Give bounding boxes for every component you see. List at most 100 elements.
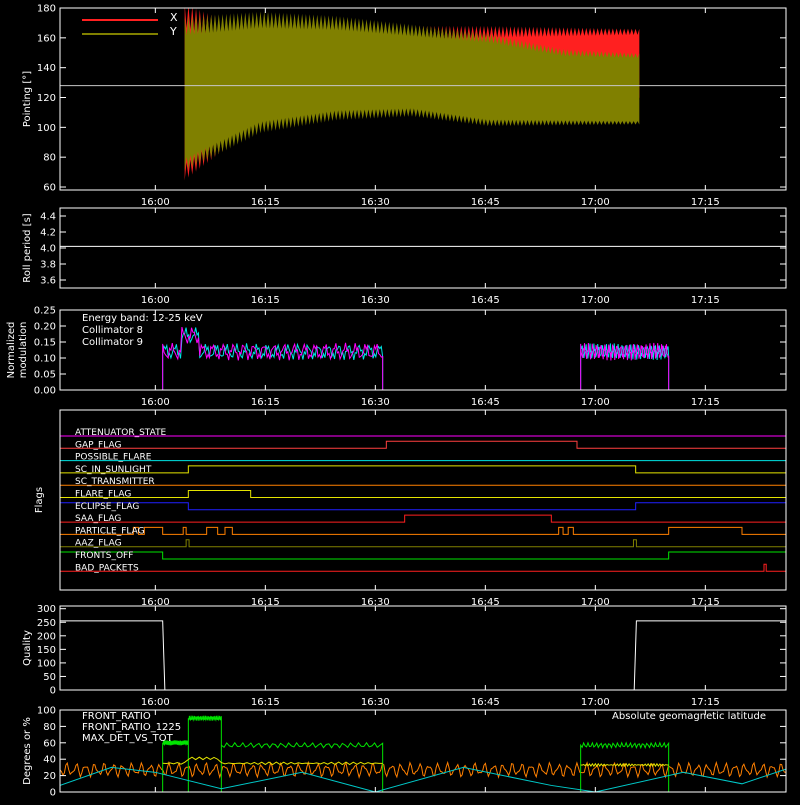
panel-0-xtick-label: 17:15 — [691, 197, 720, 208]
legend-front-ratio: FRONT_RATIO — [82, 711, 151, 722]
panel-2-ytick-label: 0.05 — [34, 370, 56, 381]
panel-0-ytick-label: 180 — [37, 4, 56, 15]
legend-max-det-vs-tot: MAX_DET_VS_TOT — [82, 733, 174, 744]
legend-collimator-8: Collimator 8 — [82, 325, 143, 336]
panel-1-ytick-label: 4.0 — [40, 244, 56, 255]
degrees-plot-area — [60, 715, 786, 792]
modulation-axis-label-line2: modulation — [18, 322, 29, 379]
panel-1-ytick-label: 3.6 — [40, 276, 56, 287]
panel-5-frame — [59, 709, 787, 793]
flag-line-saa-flag — [60, 514, 786, 523]
flag-label-saa-flag: SAA_FLAG — [75, 514, 121, 524]
panel-4-xtick-label: 16:30 — [361, 697, 390, 708]
panel-1-ytick-label: 3.8 — [40, 260, 56, 271]
panel-2-ytick-label: 0.15 — [34, 338, 56, 349]
panel-4-xtick-label: 17:00 — [581, 697, 610, 708]
panel-0-xtick-label: 16:15 — [251, 197, 280, 208]
panel-1-frame — [59, 207, 787, 289]
panel-1-ytick-label: 4.2 — [40, 228, 56, 239]
front-ratio-line — [162, 756, 669, 768]
panel-0-ytick-label: 160 — [37, 33, 56, 44]
panel-4-frame — [59, 605, 787, 691]
panel-4-xtick-label: 16:45 — [471, 697, 500, 708]
degrees-axis-label: Degrees or % — [22, 717, 33, 785]
legend-collimator-9: Collimator 9 — [82, 337, 143, 348]
flag-line-aaz-flag — [60, 539, 786, 548]
max-det-vs-tot-line — [60, 760, 786, 779]
flag-line-flare-flag — [60, 490, 786, 498]
panel-3-xtick-label: 16:45 — [471, 597, 500, 608]
panel-2-xtick-label: 16:45 — [471, 397, 500, 408]
modulation-line-c9 — [60, 326, 786, 390]
flag-label-possible-flare: POSSIBLE_FLARE — [75, 453, 152, 463]
panel-1-xtick-label: 17:00 — [581, 295, 610, 306]
legend-y-text: Y — [169, 25, 177, 38]
panel-3-xtick-label: 16:00 — [141, 597, 170, 608]
panel-4-ytick-label: 200 — [37, 631, 56, 642]
flag-label-gap-flag: GAP_FLAG — [75, 440, 121, 450]
flag-line-bad-packets — [60, 563, 786, 572]
panel-0-ytick-label: 120 — [37, 93, 56, 104]
roll-period-axis-label: Roll period [s] — [22, 213, 33, 282]
front-ratio-1225-line — [60, 715, 786, 792]
panel-4-xtick-label: 17:15 — [691, 697, 720, 708]
pointing-plot-area — [60, 8, 786, 181]
panel-0-ytick-label: 80 — [43, 153, 56, 164]
panel-2-xtick-label: 16:00 — [141, 397, 170, 408]
flag-label-eclipse-flag: ECLIPSE_FLAG — [75, 502, 139, 512]
panel-3-xtick-label: 17:00 — [581, 597, 610, 608]
panel-1-xtick-label: 16:00 — [141, 295, 170, 306]
panel-5-ytick-label: 100 — [37, 706, 56, 717]
panel-1-ytick-label: 4.4 — [40, 212, 56, 223]
flag-line-gap-flag — [60, 440, 786, 449]
flag-line-particle-flag — [60, 526, 786, 535]
flag-line-eclipse-flag — [59, 502, 787, 511]
panel-0-xtick-label: 16:30 — [361, 197, 390, 208]
panel-2-frame — [59, 309, 787, 391]
panel-4-ytick-label: 250 — [37, 618, 56, 629]
panel-0-ytick-label: 100 — [37, 123, 56, 134]
panel-3-xtick-label: 17:15 — [691, 597, 720, 608]
panel-1-xtick-label: 16:15 — [251, 295, 280, 306]
panel-5-ytick-label: 0 — [50, 788, 56, 799]
flag-label-sc-in-sunlight: SC_IN_SUNLIGHT — [75, 465, 152, 475]
panel-1-xtick-label: 16:30 — [361, 295, 390, 306]
panel-0-xtick-label: 16:00 — [141, 197, 170, 208]
panel-0-ytick-label: 140 — [37, 63, 56, 74]
panel-4-ytick-label: 0 — [50, 686, 56, 697]
panel-5-ytick-label: 20 — [43, 771, 56, 782]
flag-label-flare-flag: FLARE_FLAG — [75, 490, 131, 500]
panel-4-ytick-label: 150 — [37, 645, 56, 656]
panel-1-xtick-label: 17:15 — [691, 295, 720, 306]
flag-label-particle-flag: PARTICLE_FLAG — [75, 526, 145, 536]
panel-2-ytick-label: 0.10 — [34, 354, 56, 365]
panel-4-xtick-label: 16:15 — [251, 697, 280, 708]
modulation-axis-label-line1: Normalized — [6, 322, 17, 379]
flag-label-bad-packets: BAD_PACKETS — [75, 563, 139, 573]
panel-2-xtick-label: 17:00 — [581, 397, 610, 408]
panel-2-xtick-label: 16:30 — [361, 397, 390, 408]
panel-0-ytick-label: 60 — [43, 183, 56, 194]
quality-axis-label: Quality — [22, 630, 33, 666]
legend-x-text: X — [170, 11, 178, 24]
flag-label-sc-transmitter: SC_TRANSMITTER — [75, 477, 155, 487]
panel-2-xtick-label: 16:15 — [251, 397, 280, 408]
panel-3-xtick-label: 16:30 — [361, 597, 390, 608]
flags-axis-label: Flags — [34, 487, 45, 513]
panel-1-xtick-label: 16:45 — [471, 295, 500, 306]
panel-3-xtick-label: 16:15 — [251, 597, 280, 608]
flag-line-sc-in-sunlight — [60, 465, 786, 474]
pointing-band-y — [184, 11, 640, 172]
panel-5-ytick-label: 40 — [43, 755, 56, 766]
modulation-line-c8 — [60, 327, 786, 390]
flag-line-fronts-off — [59, 551, 787, 560]
panel-0-xtick-label: 17:00 — [581, 197, 610, 208]
panel-2-ytick-label: 0.00 — [34, 386, 56, 397]
panel-3-frame — [59, 409, 787, 591]
panel-2-ytick-label: 0.25 — [34, 306, 56, 317]
panel-4-ytick-label: 100 — [37, 658, 56, 669]
modulation-plot-area — [60, 326, 786, 390]
flag-label-fronts-off: FRONTS_OFF — [75, 551, 133, 561]
